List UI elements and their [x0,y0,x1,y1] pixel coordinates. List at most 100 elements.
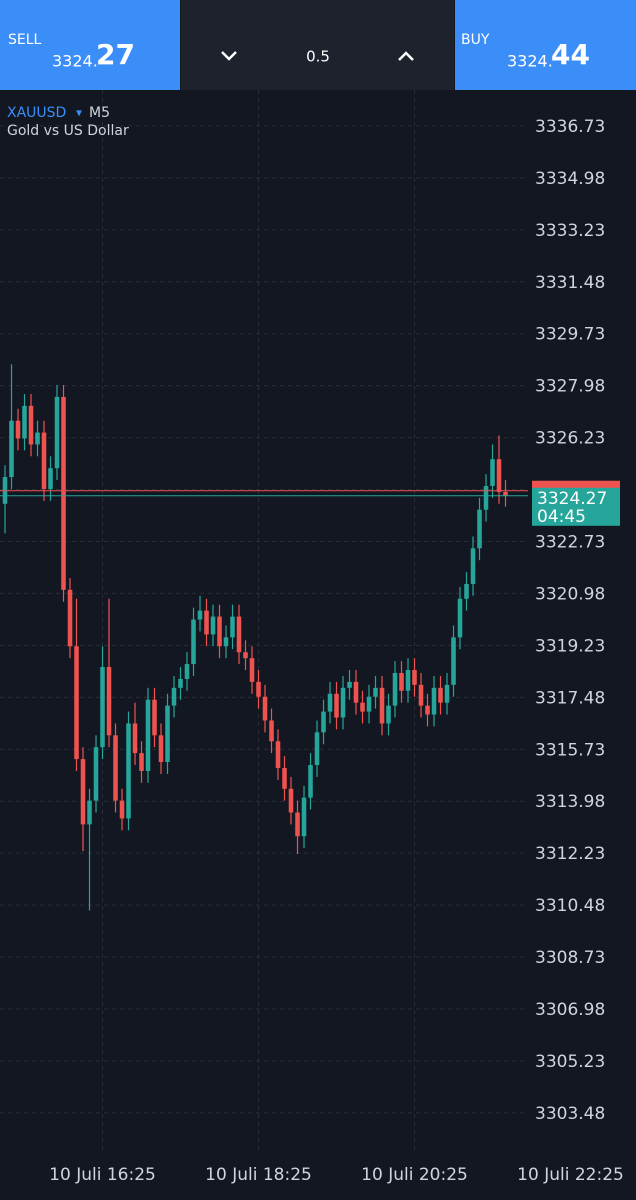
candle-body [262,696,268,721]
candle-body [165,705,170,763]
candle-body [22,405,27,439]
candle-body [327,693,333,712]
candle-body [405,670,411,691]
candle-body [321,711,326,733]
candle-body [353,681,359,703]
candle-body [295,812,300,837]
candle-body [379,687,385,724]
candle-body [418,684,424,706]
x-tick-label: 10 Juli 18:25 [205,1165,312,1185]
candle-body [74,646,79,760]
timeframe: M5 [89,105,110,121]
candle-body [158,735,164,763]
y-tick-label: 3320.98 [535,584,605,604]
y-tick-label: 3333.23 [535,221,605,241]
candle-body [392,672,398,706]
increase-lot[interactable] [398,51,414,61]
plot [0,90,528,1150]
candle-body [249,658,255,682]
candle-body [360,702,365,712]
candle-body [347,681,352,688]
candle-body [126,723,131,819]
y-tick-label: 3331.48 [535,273,605,293]
buy-button[interactable] [455,0,636,90]
candle-body [61,396,66,590]
candle-body [9,420,14,478]
x-tick-label: 10 Juli 22:25 [517,1165,624,1185]
candle-body [54,396,60,469]
candle-body [119,800,125,819]
candle-body [93,747,99,801]
candle-body [444,684,450,703]
candle-body [132,723,138,754]
candle-body [236,616,242,653]
bid-label-box [532,487,620,526]
candle-body [106,667,112,736]
candle-body [399,672,404,691]
candle-body [451,637,456,685]
y-tick-label: 3310.48 [535,896,605,916]
candle-body [503,491,508,496]
candle-body [431,687,437,715]
candle-body [308,765,313,798]
sell-button[interactable] [0,0,180,90]
candle-body [100,667,105,748]
candle-body [217,616,222,647]
lot-size[interactable]: 0.5 [306,48,330,66]
candle-body [490,459,495,486]
chart-title: Gold vs US Dollar [7,123,129,139]
symbol[interactable]: XAUUSD [7,105,66,121]
candle-body [425,705,430,715]
candle-body [87,800,92,825]
y-tick-label: 3303.48 [535,1104,605,1124]
buy-label: BUY [461,32,490,48]
candle-body [223,637,229,647]
candle-body [191,619,196,665]
x-tick-label: 10 Juli 20:25 [361,1165,468,1185]
candle-body [275,741,281,768]
candle-body [464,583,469,599]
candle-body [113,735,118,801]
candle-body [386,705,391,724]
candle-body [80,759,86,825]
candle-body [256,681,261,697]
buy-price-main: 3324. [507,52,553,71]
y-tick-label: 3305.23 [535,1052,605,1072]
symbol-arrow[interactable]: ▾ [76,106,82,120]
candle-body [314,732,320,766]
candle-body [483,485,489,510]
candle-body [412,670,417,685]
y-tick-label: 3336.73 [535,117,605,137]
lot-panel [181,0,454,90]
candle-body [197,610,203,620]
candle-body [184,664,190,679]
countdown: 04:45 [537,507,586,527]
sell-price-big: 27 [96,38,135,71]
candle-body [28,405,34,445]
candle-body [366,696,372,712]
y-tick-label: 3322.73 [535,532,605,552]
candle-body [41,432,47,489]
candle-body [373,687,378,697]
y-tick-label: 3313.98 [535,792,605,812]
candle-body [438,687,443,703]
candle-body [301,797,307,837]
candle-body [457,598,463,638]
candle-body [210,616,216,635]
y-tick-label: 3327.98 [535,377,605,397]
candle-body [477,509,482,549]
candle-body [139,753,144,771]
candle-body [243,652,248,659]
sell-label: SELL [8,32,42,48]
candle-body [340,687,346,718]
y-tick-label: 3319.23 [535,636,605,656]
candle-body [67,589,73,647]
decrease-lot[interactable] [221,51,237,61]
candle-body [230,616,235,638]
candle-body [496,459,502,492]
candle-body [204,610,209,635]
y-tick-label: 3334.98 [535,169,605,189]
